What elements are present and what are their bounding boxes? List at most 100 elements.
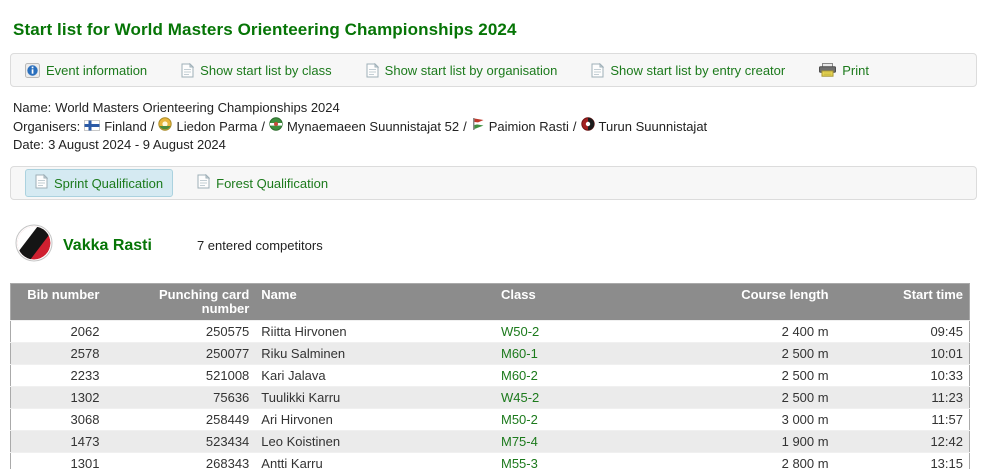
class-link[interactable]: W50-2	[501, 324, 540, 339]
bib-number-cell: 2578	[10, 342, 106, 365]
table-row: 1473 523434 Leo Koistinen M75-4 1 900 m …	[10, 430, 970, 453]
name-label: Name:	[13, 100, 52, 115]
class-link[interactable]: M75-4	[501, 434, 538, 449]
header-bib-number: Bib number	[10, 283, 106, 321]
punching-card-cell: 250575	[105, 320, 256, 343]
organiser-name: Paimion Rasti	[488, 118, 569, 134]
show-start-list-by-class-button[interactable]: Show start list by class	[181, 62, 332, 78]
show-start-list-by-entry-creator-button[interactable]: Show start list by entry creator	[591, 62, 786, 78]
button-label: Show start list by class	[200, 62, 332, 78]
competitor-name-cell: Riitta Hirvonen	[255, 320, 495, 343]
header-start-time: Start time	[834, 283, 970, 321]
organiser-name: Finland	[104, 118, 147, 134]
event-name-value: World Masters Orienteering Championships…	[55, 100, 340, 115]
class-cell: M55-3	[495, 452, 640, 469]
document-icon	[35, 173, 49, 192]
class-link[interactable]: M50-2	[501, 412, 538, 427]
start-time-cell: 11:23	[834, 386, 970, 409]
mynaemaeen-suunnistajat-logo-icon	[269, 117, 283, 135]
tab-label: Sprint Qualification	[54, 175, 164, 191]
class-cell: W50-2	[495, 320, 640, 343]
class-link[interactable]: M55-3	[501, 456, 538, 469]
race-tab-bar: Sprint Qualification Forest Qualificatio…	[10, 166, 977, 200]
bib-number-cell: 1473	[10, 430, 106, 453]
competitor-name-cell: Ari Hirvonen	[255, 408, 495, 431]
punching-card-cell: 523434	[105, 430, 256, 453]
table-row: 2578 250077 Riku Salminen M60-1 2 500 m …	[10, 342, 970, 365]
table-row: 2233 521008 Kari Jalava M60-2 2 500 m 10…	[10, 364, 970, 387]
bib-number-cell: 1301	[10, 452, 106, 469]
print-button[interactable]: Print	[819, 63, 869, 78]
organiser-separator: /	[572, 118, 577, 134]
organiser-name: Liedon Parma	[176, 118, 258, 134]
class-link[interactable]: M60-2	[501, 368, 538, 383]
organisers-label: Organisers:	[13, 118, 81, 134]
header-course-length: Course length	[639, 283, 835, 321]
liedon-parma-logo-icon	[158, 117, 173, 135]
competitor-name-cell: Leo Koistinen	[255, 430, 495, 453]
header-name: Name	[255, 283, 495, 321]
punching-card-cell: 521008	[105, 364, 256, 387]
tab-sprint-qualification[interactable]: Sprint Qualification	[25, 169, 174, 197]
table-row: 1301 268343 Antti Karru M55-3 2 800 m 13…	[10, 452, 970, 469]
punching-card-cell: 250077	[105, 342, 256, 365]
document-icon	[366, 62, 379, 78]
bib-number-cell: 3068	[10, 408, 106, 431]
class-link[interactable]: M60-1	[501, 346, 538, 361]
tab-forest-qualification[interactable]: Forest Qualification	[187, 169, 338, 197]
organiser-item: Liedon Parma	[158, 117, 257, 135]
course-length-cell: 2 400 m	[639, 320, 835, 343]
organisers-line: Organisers: Finland / Liedon Parma / Myn…	[13, 117, 987, 135]
organiser-separator: /	[261, 118, 266, 134]
start-time-cell: 10:01	[834, 342, 970, 365]
course-length-cell: 2 500 m	[639, 342, 835, 365]
event-information-button[interactable]: Event information	[25, 62, 147, 78]
header-punching-card-number: Punching card number	[105, 283, 256, 321]
turun-suunnistajat-logo-icon	[580, 117, 595, 135]
table-row: 1302 75636 Tuulikki Karru W45-2 2 500 m …	[10, 386, 970, 409]
organiser-item: Finland	[84, 118, 147, 135]
entered-competitors-count: 7 entered competitors	[196, 238, 323, 253]
document-icon	[181, 62, 195, 78]
course-length-cell: 2 500 m	[639, 364, 835, 387]
club-name-link[interactable]: Vakka Rasti	[63, 236, 152, 254]
competitor-name-cell: Riku Salminen	[255, 342, 495, 365]
table-row: 3068 258449 Ari Hirvonen M50-2 3 000 m 1…	[10, 408, 970, 431]
page-title: Start list for World Masters Orienteerin…	[13, 20, 517, 39]
start-time-cell: 11:57	[834, 408, 970, 431]
show-start-list-by-organisation-button[interactable]: Show start list by organisation	[366, 62, 558, 78]
competitor-name-cell: Kari Jalava	[255, 364, 495, 387]
organiser-item: Paimion Rasti	[471, 117, 569, 135]
punching-card-cell: 75636	[105, 386, 256, 409]
class-cell: M60-1	[495, 342, 640, 365]
club-header: Vakka Rasti 7 entered competitors	[15, 224, 987, 267]
start-time-cell: 09:45	[834, 320, 970, 343]
event-date-value: 3 August 2024 - 9 August 2024	[48, 137, 226, 152]
competitor-name-cell: Antti Karru	[255, 452, 495, 469]
button-label: Show start list by organisation	[384, 62, 558, 78]
bib-number-cell: 2233	[10, 364, 106, 387]
info-icon	[25, 62, 40, 78]
course-length-cell: 3 000 m	[639, 408, 835, 431]
punching-card-cell: 268343	[105, 452, 256, 469]
printer-icon	[819, 63, 837, 77]
button-label: Show start list by entry creator	[610, 62, 786, 78]
start-time-cell: 13:15	[834, 452, 970, 469]
document-icon	[197, 173, 211, 192]
course-length-cell: 2 800 m	[639, 452, 835, 469]
table-header-row: Bib number Punching card number Name Cla…	[10, 283, 970, 321]
class-cell: W45-2	[495, 386, 640, 409]
class-link[interactable]: W45-2	[501, 390, 540, 405]
bib-number-cell: 2062	[10, 320, 106, 343]
start-time-cell: 12:42	[834, 430, 970, 453]
toolbar: Event information Show start list by cla…	[10, 53, 977, 87]
event-info-block: Name: World Masters Orienteering Champio…	[13, 99, 987, 153]
table-row: 2062 250575 Riitta Hirvonen W50-2 2 400 …	[10, 320, 970, 343]
event-date-line: Date: 3 August 2024 - 9 August 2024	[13, 136, 987, 153]
organiser-item: Mynaemaeen Suunnistajat 52	[269, 117, 459, 135]
start-list-table: Bib number Punching card number Name Cla…	[10, 283, 970, 469]
class-cell: M75-4	[495, 430, 640, 453]
punching-card-cell: 258449	[105, 408, 256, 431]
start-time-cell: 10:33	[834, 364, 970, 387]
